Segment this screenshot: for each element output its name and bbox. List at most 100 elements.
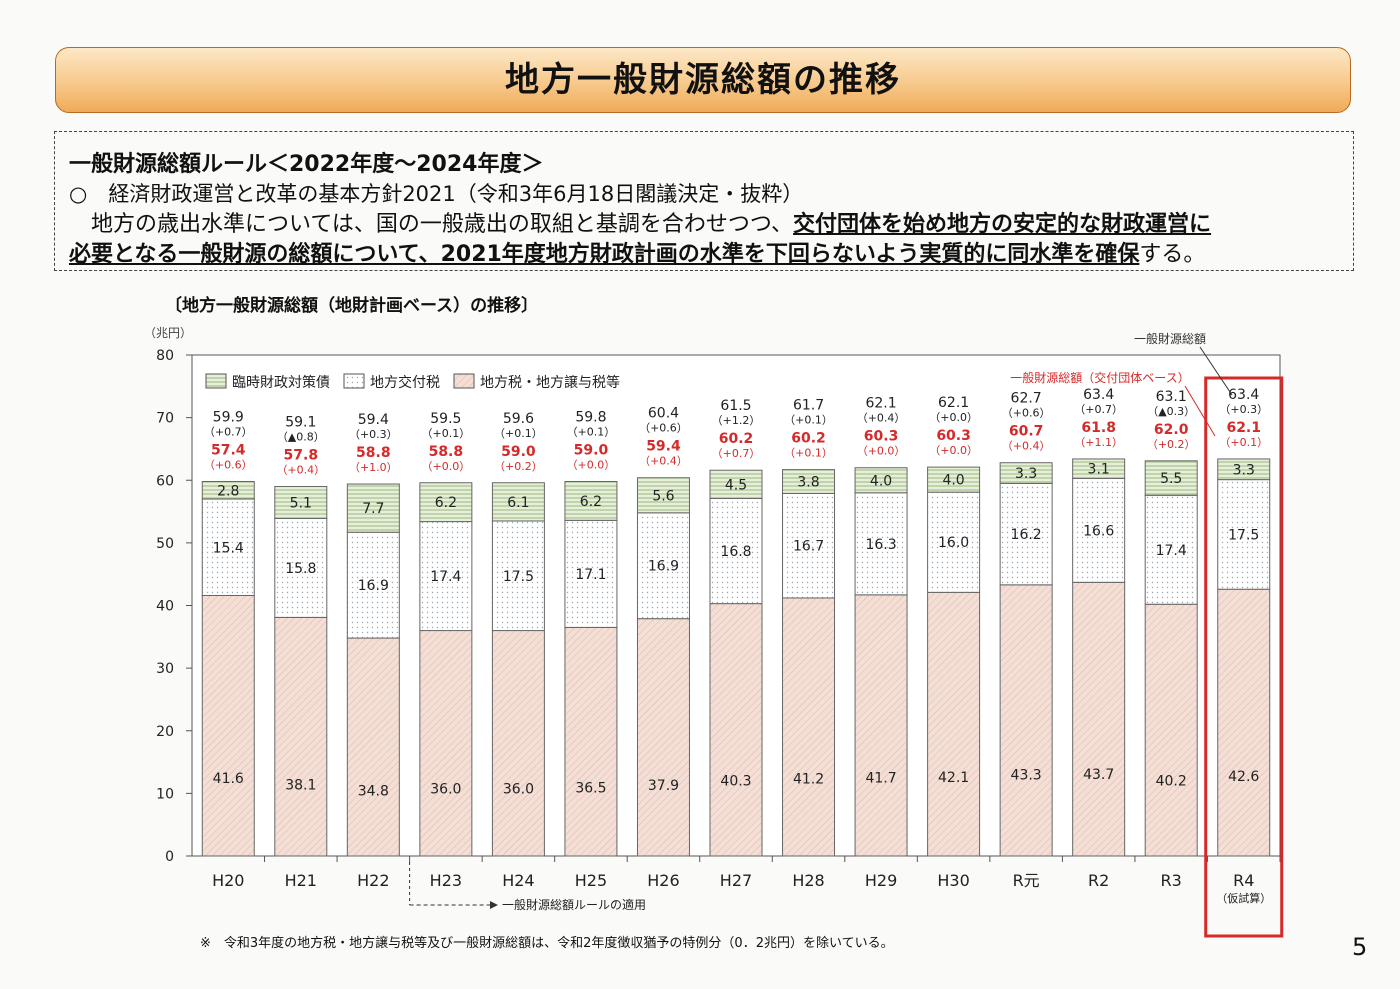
- y-tick-label: 50: [156, 536, 174, 552]
- y-tick-label: 10: [156, 786, 174, 802]
- bar-segment: [927, 491, 981, 593]
- bar-value-label: 2.8: [217, 483, 239, 499]
- kofu-change-label: （+0.4）: [276, 464, 325, 477]
- bar-value-label: 42.1: [938, 770, 969, 786]
- total-label: 62.1: [865, 396, 896, 412]
- bar-segment: [999, 462, 1053, 484]
- bar-segment: [854, 467, 908, 494]
- bar-value-label: 5.1: [290, 495, 312, 511]
- bar-value-label: 6.2: [435, 495, 457, 511]
- total-change-label: （▲0.3）: [1147, 405, 1195, 418]
- kofu-total-label: 59.4: [646, 439, 681, 455]
- bar-value-label: 34.8: [358, 784, 389, 800]
- rule-body-underline-2: 必要となる一般財源の総額について、2021年度地方財政計画の水準を下回らないよう…: [69, 242, 1140, 267]
- kofu-total-label: 60.3: [864, 429, 899, 445]
- x-category-label: H24: [502, 871, 534, 890]
- bar-segment: [636, 477, 690, 514]
- bar-segment: [1217, 458, 1271, 481]
- legend-label: 臨時財政対策債: [232, 374, 330, 391]
- kofu-total-label: 60.2: [791, 431, 826, 447]
- bar-value-label: 3.1: [1088, 462, 1110, 478]
- bar-value-label: 4.0: [870, 473, 892, 489]
- bar-segment: [709, 469, 763, 499]
- y-tick-label: 70: [156, 411, 174, 427]
- x-category-label: H29: [865, 871, 897, 890]
- bar-segment: [782, 597, 836, 857]
- bar-value-label: 16.9: [358, 578, 389, 594]
- kofu-total-label: 59.0: [501, 444, 536, 460]
- total-label: 63.4: [1228, 387, 1259, 403]
- bar-segment: [854, 594, 908, 857]
- bar-segment: [419, 521, 473, 632]
- bar-segment: [564, 626, 618, 857]
- y-tick-label: 60: [156, 473, 174, 489]
- total-label: 62.7: [1011, 391, 1042, 407]
- bar-value-label: 5.6: [652, 488, 674, 504]
- bar-value-label: 38.1: [285, 777, 316, 793]
- y-tick-label: 0: [165, 849, 174, 865]
- bar-value-label: 36.0: [503, 781, 534, 797]
- annotation-total: 一般財源総額: [1134, 331, 1206, 346]
- annotation-total-leader: [1199, 346, 1233, 396]
- x-category-label: H28: [792, 871, 824, 890]
- kofu-change-label: （+0.0）: [567, 459, 616, 472]
- bar-value-label: 41.6: [213, 771, 244, 787]
- bar-value-label: 6.2: [580, 494, 602, 510]
- bar-value-label: 16.0: [938, 535, 969, 551]
- rule-heading: 一般財源総額ルール＜2022年度～2024年度＞: [69, 152, 544, 177]
- bar-segment: [709, 497, 763, 605]
- bar-value-label: 36.5: [575, 780, 606, 796]
- bar-segment: [709, 603, 763, 857]
- bar-segment: [1144, 460, 1198, 496]
- kofu-change-label: （+0.1）: [784, 447, 833, 460]
- kofu-total-label: 62.0: [1154, 422, 1189, 438]
- bar-value-label: 17.1: [575, 567, 606, 583]
- bar-value-label: 4.0: [942, 473, 964, 489]
- legend-label: 地方交付税: [370, 374, 440, 391]
- legend-swatch: [343, 373, 365, 389]
- bar-segment: [1072, 458, 1126, 479]
- legend-swatch: [205, 373, 227, 389]
- x-category-label: R3: [1161, 871, 1182, 890]
- bar-segment: [274, 517, 328, 618]
- x-category-label: H25: [575, 871, 607, 890]
- y-tick-label: 80: [156, 348, 174, 364]
- x-category-label: H21: [285, 871, 317, 890]
- rule-applied-note: 一般財源総額ルールの適用: [502, 897, 646, 912]
- y-tick-label: 40: [156, 599, 174, 615]
- bar-segment: [201, 481, 255, 500]
- bar-value-label: 16.6: [1083, 523, 1114, 539]
- bar-value-label: 17.4: [430, 569, 461, 585]
- bar-value-label: 40.2: [1156, 773, 1187, 789]
- total-label: 61.7: [793, 398, 824, 414]
- kofu-total-label: 59.0: [574, 443, 609, 459]
- annotation-kofu-leader: [1184, 385, 1216, 437]
- bar-value-label: 42.6: [1228, 769, 1259, 785]
- rule-box: 一般財源総額ルール＜2022年度～2024年度＞ ○ 経済財政運営と改革の基本方…: [54, 131, 1354, 271]
- kofu-change-label: （+0.0）: [929, 444, 978, 457]
- y-unit-label: （兆円）: [144, 326, 192, 340]
- bar-value-label: 15.4: [213, 540, 244, 556]
- bar-value-label: 7.7: [362, 501, 384, 517]
- total-label: 59.6: [503, 411, 534, 427]
- bar-segment: [1144, 603, 1198, 857]
- bar-segment: [564, 481, 618, 521]
- kofu-total-label: 58.8: [356, 445, 391, 461]
- bar-value-label: 36.0: [430, 781, 461, 797]
- bar-value-label: 3.8: [797, 475, 819, 491]
- total-label: 61.5: [720, 398, 751, 414]
- total-label: 63.4: [1083, 387, 1114, 403]
- bar-segment: [1072, 581, 1126, 857]
- kofu-total-label: 60.7: [1009, 424, 1044, 440]
- total-label: 59.4: [358, 412, 389, 428]
- kofu-total-label: 60.3: [936, 428, 971, 444]
- kofu-total-label: 57.8: [284, 448, 319, 464]
- bar-segment: [491, 520, 545, 632]
- kofu-change-label: （+0.2）: [494, 460, 543, 473]
- legend-label: 地方税・地方譲与税等: [480, 374, 620, 391]
- bar-segment: [782, 469, 836, 494]
- bar-value-label: 6.1: [507, 495, 529, 511]
- bar-segment: [999, 482, 1053, 586]
- kofu-change-label: （+1.1）: [1074, 436, 1123, 449]
